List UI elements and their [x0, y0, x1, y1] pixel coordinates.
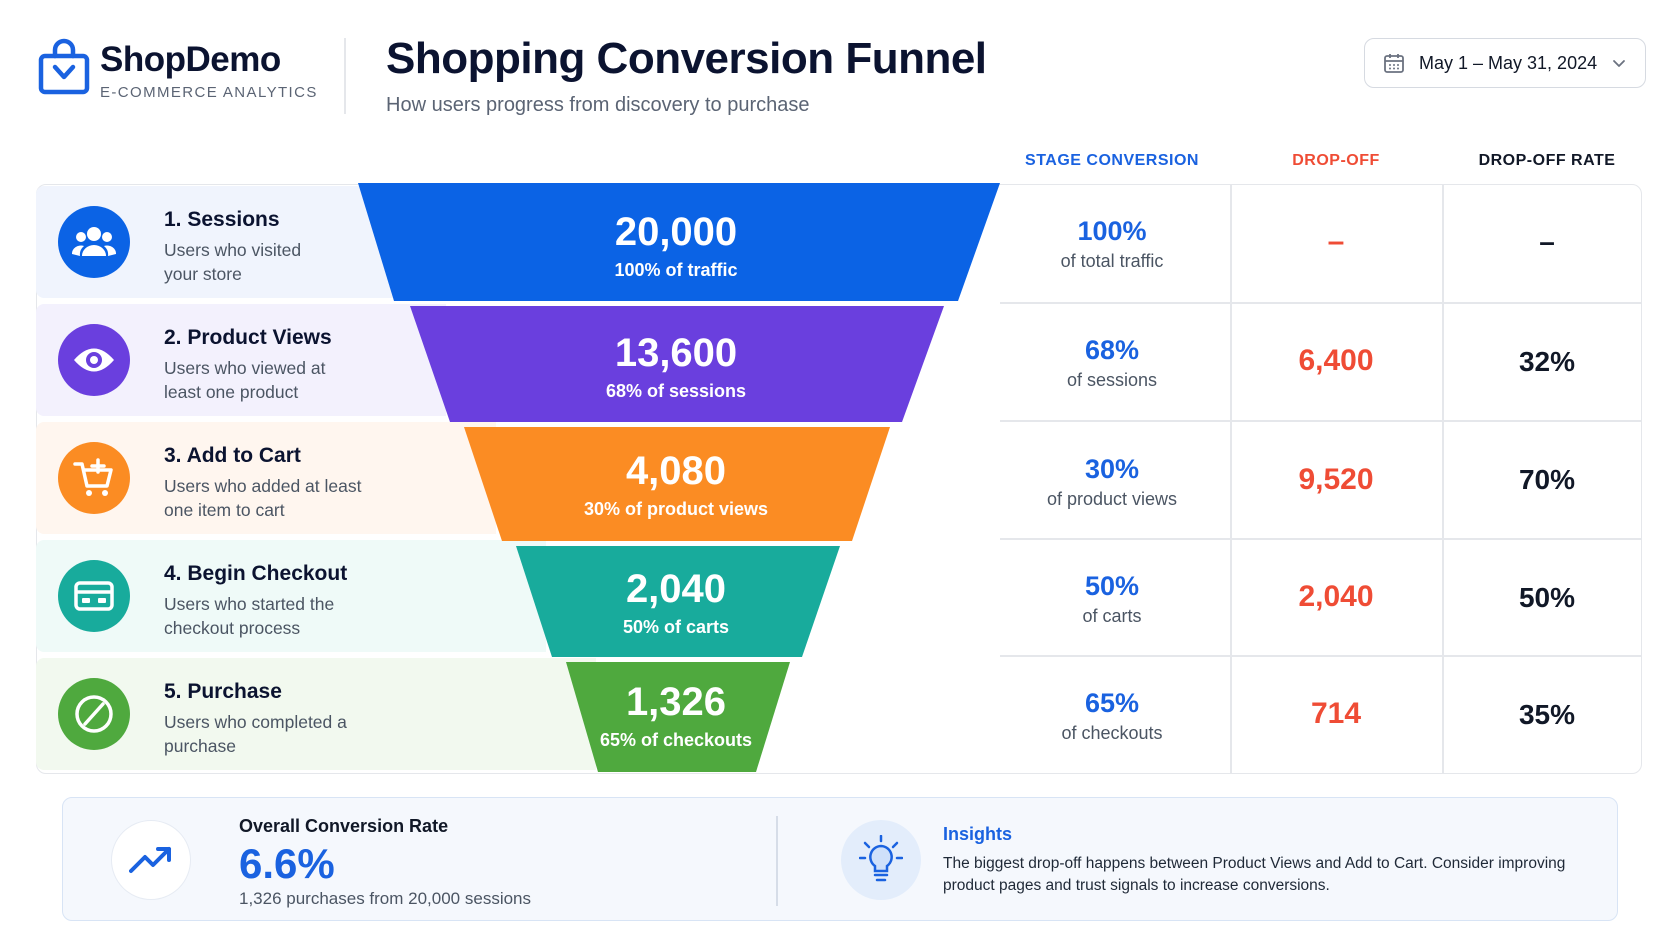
funnel-subtext: 100% of traffic — [614, 260, 738, 280]
brand-tagline: E-COMMERCE ANALYTICS — [100, 84, 318, 101]
row-divider — [1000, 655, 1642, 657]
stage-description: Users who visited your store — [164, 240, 302, 284]
overall-conversion-detail: 1,326 purchases from 20,000 sessions — [239, 889, 532, 908]
cart-plus-icon — [58, 442, 130, 514]
funnel-label-begin-checkout: 2,040 50% of carts — [476, 567, 876, 638]
funnel-subtext: 65% of checkouts — [599, 730, 753, 750]
drop-off-value: 2,040 — [1298, 580, 1374, 613]
summary-divider — [776, 816, 778, 906]
stage-title: 5. Purchase — [164, 680, 282, 703]
brand-name: ShopDemo — [100, 40, 281, 79]
credit-card-icon — [58, 560, 130, 632]
stage-conversion-cell: 65% of checkouts — [1002, 688, 1222, 744]
stage-conversion-basis: of checkouts — [1061, 723, 1163, 743]
check-circle-icon — [58, 678, 130, 750]
column-divider — [1442, 184, 1444, 774]
stage-title: 2. Product Views — [164, 326, 332, 349]
row-divider — [1000, 302, 1642, 304]
stage-title: 1. Sessions — [164, 208, 280, 231]
column-header-stage-conversion: STAGE CONVERSION — [1025, 152, 1199, 169]
lightbulb-icon — [841, 820, 921, 900]
drop-off-rate-value: 70% — [1518, 464, 1576, 495]
funnel-value: 1,326 — [625, 680, 727, 724]
page-subtitle: How users progress from discovery to pur… — [386, 94, 810, 116]
stage-conversion-cell: 100% of total traffic — [1002, 216, 1222, 272]
funnel-value: 13,600 — [614, 331, 738, 375]
funnel-value: 20,000 — [614, 210, 738, 254]
row-divider — [1000, 420, 1642, 422]
funnel-label-product-views: 13,600 68% of sessions — [476, 331, 876, 402]
stage-title: 4. Begin Checkout — [164, 562, 348, 585]
stage-description: Users who started the checkout process — [164, 594, 335, 638]
date-range-label: May 1 – May 31, 2024 — [1419, 52, 1598, 73]
eye-icon — [58, 324, 130, 396]
users-icon — [58, 206, 130, 278]
insights-text: The biggest drop-off happens between Pro… — [943, 855, 1566, 894]
trend-up-icon — [111, 820, 191, 900]
stage-description: Users who added at least one item to car… — [164, 476, 362, 520]
insights-title: Insights — [943, 824, 1013, 844]
funnel-value: 2,040 — [625, 567, 727, 611]
page-title: Shopping Conversion Funnel — [386, 34, 987, 83]
stage-conversion-basis: of product views — [1046, 489, 1178, 509]
stage-conversion-basis: of total traffic — [1060, 251, 1164, 271]
stage-conversion-cell: 68% of sessions — [1002, 335, 1222, 391]
column-header-drop-off-rate: DROP-OFF RATE — [1478, 152, 1616, 169]
funnel-label-sessions: 20,000 100% of traffic — [476, 210, 876, 281]
drop-off-rate-value: 32% — [1518, 346, 1576, 377]
overall-conversion-value: 6.6% — [239, 840, 335, 887]
row-divider — [1000, 538, 1642, 540]
overall-conversion-label: Overall Conversion Rate — [239, 816, 449, 836]
calendar-icon — [1384, 54, 1404, 73]
stage-conversion-value: 68% — [1084, 335, 1140, 365]
stage-description: Users who completed a purchase — [164, 712, 347, 756]
stage-description: Users who viewed at least one product — [164, 358, 326, 402]
summary-panel: Overall Conversion Rate 6.6% 1,326 purch… — [62, 797, 1618, 921]
shopping-bag-logo-icon — [38, 38, 90, 95]
header-divider — [344, 38, 346, 114]
drop-off-rate-value: 50% — [1518, 582, 1576, 613]
date-range-picker[interactable]: May 1 – May 31, 2024 — [1364, 38, 1646, 88]
brand: ShopDemo E-COMMERCE ANALYTICS — [38, 36, 318, 101]
drop-off-value: 714 — [1310, 697, 1362, 730]
funnel-subtext: 68% of sessions — [605, 381, 747, 401]
column-header-drop-off: DROP-OFF — [1292, 152, 1380, 169]
funnel-label-add-to-cart: 4,080 30% of product views — [476, 449, 876, 520]
funnel-value: 4,080 — [625, 449, 727, 493]
stage-conversion-cell: 50% of carts — [1002, 571, 1222, 627]
stage-conversion-basis: of sessions — [1066, 370, 1158, 390]
stage-conversion-value: 50% — [1084, 571, 1140, 601]
stage-conversion-value: 100% — [1077, 216, 1147, 246]
column-divider — [1230, 184, 1232, 774]
stage-title: 3. Add to Cart — [164, 444, 301, 467]
drop-off-value: 9,520 — [1298, 463, 1374, 496]
drop-off-rate-value: – — [1539, 226, 1555, 257]
chevron-down-icon — [1613, 60, 1626, 67]
funnel-label-purchase: 1,326 65% of checkouts — [476, 680, 876, 751]
drop-off-value: 6,400 — [1298, 344, 1374, 377]
drop-off-rate-value: 35% — [1518, 699, 1576, 730]
drop-off-value: – — [1327, 225, 1345, 258]
stage-conversion-value: 65% — [1084, 688, 1140, 718]
funnel-subtext: 50% of carts — [622, 617, 730, 637]
stage-conversion-cell: 30% of product views — [1002, 454, 1222, 510]
stage-conversion-value: 30% — [1084, 454, 1140, 484]
stage-conversion-basis: of carts — [1082, 606, 1142, 626]
funnel-subtext: 30% of product views — [583, 499, 769, 519]
